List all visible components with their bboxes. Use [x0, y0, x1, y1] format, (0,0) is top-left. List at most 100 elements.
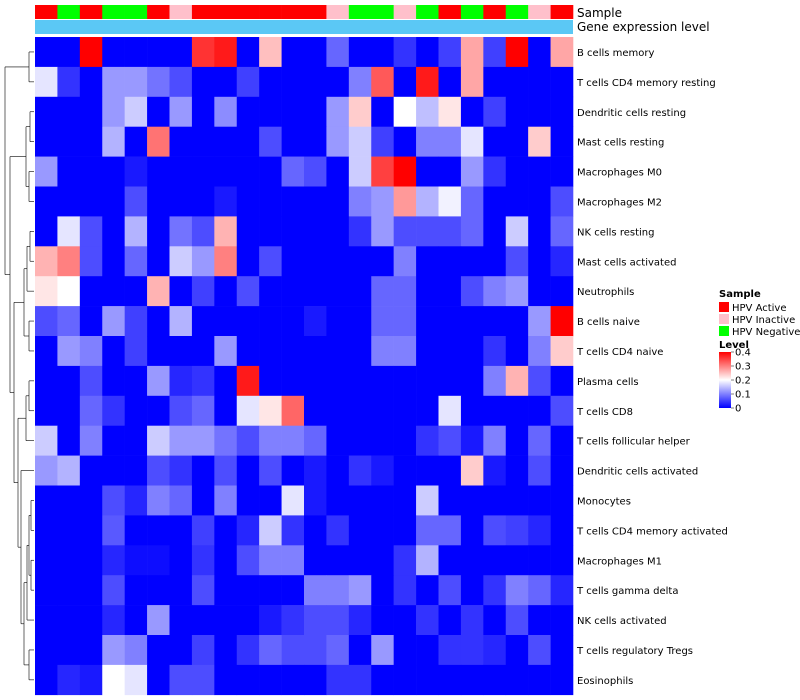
heatmap-cell	[57, 635, 81, 666]
heatmap-cell	[214, 545, 238, 576]
heatmap-cell	[147, 186, 170, 217]
heatmap-cell	[371, 635, 394, 666]
heatmap-cell	[304, 306, 327, 337]
heatmap-cell	[528, 246, 551, 277]
heatmap-cell	[191, 664, 215, 696]
heatmap-cell	[304, 66, 327, 98]
heatmap-cell	[550, 336, 574, 367]
heatmap-cell	[124, 306, 148, 337]
heatmap-cell	[169, 455, 193, 486]
heatmap-cell	[79, 306, 103, 337]
heatmap-cell	[35, 545, 58, 576]
legend-tick-label: 0.4	[735, 348, 751, 359]
heatmap-cell	[57, 455, 81, 486]
heatmap-cell	[371, 156, 394, 187]
heatmap-cell	[147, 425, 170, 456]
heatmap-cell	[326, 306, 350, 337]
heatmap-cell	[147, 635, 170, 666]
heatmap-cell	[259, 306, 282, 337]
heatmap-cell	[348, 605, 372, 636]
heatmap-cell	[35, 126, 58, 157]
heatmap-cell	[259, 37, 282, 68]
row-label: Eosinophils	[577, 676, 633, 687]
row-label: NK cells activated	[577, 616, 667, 627]
heatmap-cell	[236, 66, 260, 98]
sample-cell-negative	[57, 5, 81, 19]
legend-sample-title: Sample	[719, 289, 761, 300]
heatmap-cell	[326, 545, 350, 576]
heatmap-cell	[124, 365, 148, 397]
heatmap-cell	[460, 575, 484, 606]
heatmap-cell	[326, 96, 350, 127]
heatmap-cell	[169, 545, 193, 576]
heatmap-cell	[57, 485, 81, 516]
heatmap-cell	[393, 545, 417, 576]
heatmap-cell	[326, 664, 350, 696]
heatmap-cell	[326, 635, 350, 666]
row-label: B cells naive	[577, 317, 640, 328]
heatmap-cell	[169, 66, 193, 98]
row-label: T cells regulatory Tregs	[576, 646, 693, 657]
heatmap-cell	[416, 365, 439, 397]
heatmap-cell	[124, 395, 148, 426]
heatmap-cell	[326, 37, 350, 68]
heatmap-cell	[505, 545, 529, 576]
heatmap-cell	[460, 276, 484, 307]
heatmap-cell	[79, 276, 103, 307]
heatmap-cell	[304, 395, 327, 426]
heatmap-cell	[505, 306, 529, 337]
heatmap-cell	[79, 186, 103, 217]
heatmap-cell	[326, 515, 350, 546]
heatmap-cell	[214, 365, 238, 397]
legend-sample-label: HPV Inactive	[732, 315, 795, 326]
heatmap-cell	[147, 395, 170, 426]
heatmap-cell	[147, 66, 170, 98]
heatmap-cell	[236, 126, 260, 157]
heatmap-cell	[304, 575, 327, 606]
heatmap-cell	[393, 635, 417, 666]
heatmap-cell	[528, 365, 551, 397]
heatmap-cell	[371, 216, 394, 247]
legend-level-title: Level	[719, 340, 749, 351]
sample-cell-negative	[460, 5, 484, 19]
heatmap-cell	[416, 485, 439, 516]
heatmap-cell	[505, 246, 529, 277]
heatmap-cell	[483, 395, 507, 426]
legend-sample-label: HPV Negative	[732, 327, 800, 338]
heatmap-cell	[416, 246, 439, 277]
heatmap-cell	[57, 425, 81, 456]
heatmap-cell	[79, 216, 103, 247]
heatmap-cell	[483, 515, 507, 546]
heatmap-cell	[191, 126, 215, 157]
heatmap-cell	[371, 306, 394, 337]
heatmap-cell	[147, 276, 170, 307]
heatmap-cell	[371, 365, 394, 397]
heatmap-cell	[348, 66, 372, 98]
heatmap-cell	[326, 485, 350, 516]
heatmap-cell	[259, 455, 282, 486]
heatmap-cell	[191, 336, 215, 367]
heatmap-cell	[505, 635, 529, 666]
heatmap-cell	[57, 575, 81, 606]
heatmap-cell	[57, 515, 81, 546]
heatmap-cell	[124, 485, 148, 516]
heatmap-cell	[147, 605, 170, 636]
heatmap-cell	[326, 246, 350, 277]
heatmap-cell	[460, 515, 484, 546]
heatmap-cell	[147, 515, 170, 546]
heatmap-cell	[102, 186, 125, 217]
heatmap-cell	[438, 306, 462, 337]
heatmap-cell	[550, 635, 574, 666]
heatmap-cell	[438, 216, 462, 247]
heatmap-cell	[124, 545, 148, 576]
heatmap-cell	[528, 126, 551, 157]
heatmap-cell	[416, 96, 439, 127]
heatmap-cell	[348, 575, 372, 606]
heatmap-cell	[259, 365, 282, 397]
heatmap-cell	[505, 664, 529, 696]
heatmap-cell	[528, 605, 551, 636]
heatmap-cell	[57, 336, 81, 367]
heatmap-cell	[147, 306, 170, 337]
row-label: Dendritic cells activated	[577, 467, 698, 478]
heatmap-cell	[304, 455, 327, 486]
